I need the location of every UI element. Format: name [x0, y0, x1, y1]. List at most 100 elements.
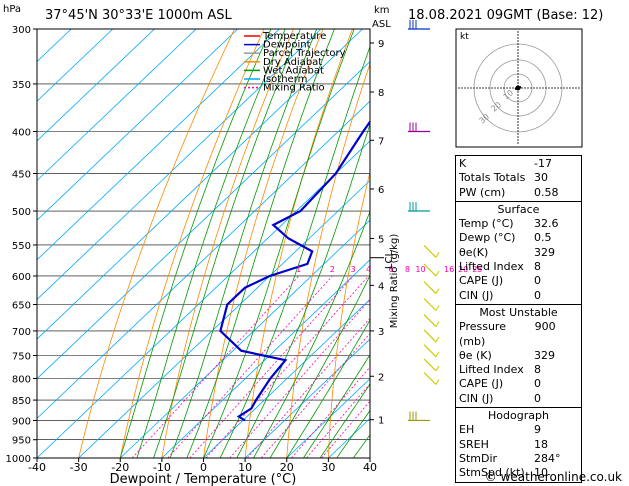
location-label: 37°45'N 30°33'E 1000m ASL [45, 8, 233, 23]
dry-adiabat-line [78, 29, 235, 458]
hodograph-panel: kt 10 20 30 [455, 28, 583, 148]
index-row: StmDir 284° [459, 452, 578, 466]
index-label: SREH [459, 437, 489, 451]
index-value: 329 [534, 245, 555, 259]
index-row: Dewp (°C) 0.5 [459, 231, 578, 245]
index-row: CAPE (J) 0 [459, 274, 578, 288]
wind-barb [408, 202, 430, 212]
km-axis-label: km [374, 5, 390, 16]
km-tick-label: 2 [378, 372, 384, 383]
isotherm-line [37, 29, 197, 182]
hodograph-group: Hodograph EH 9 SREH 18 StmDir 284° StmSpd (… [455, 408, 582, 483]
km-tick-label: 1 [378, 416, 384, 427]
temperature-tick-label: -40 [28, 461, 46, 474]
index-row: θe (K) 329 [459, 349, 578, 363]
wet-adiabat-line [286, 319, 370, 458]
axes: 3003504004505005506006507007508008509009… [6, 25, 385, 474]
index-value: 18 [534, 437, 548, 451]
wet-adiabat-line [269, 274, 370, 458]
index-value: 8 [534, 363, 541, 377]
km-tick-label: 6 [378, 185, 384, 196]
mixing-ratio-line [260, 332, 370, 458]
index-row: CAPE (J) 0 [459, 377, 578, 391]
pressure-tick-label: 800 [12, 374, 31, 385]
hodograph-unit-label: kt [460, 32, 469, 42]
isotherm-line [161, 259, 370, 458]
km-tick-label: 5 [378, 234, 384, 245]
wet-adiabat-line [203, 29, 355, 458]
index-row: θe(K) 329 [459, 246, 578, 260]
wet-adiabat-line [119, 29, 272, 458]
pressure-tick-label: 350 [12, 80, 31, 91]
isotherm-line [37, 29, 280, 261]
pressure-tick-label: 1000 [6, 454, 31, 465]
pressure-tick-label: 450 [12, 169, 31, 180]
legend-entry: Dry Adiabat [263, 57, 322, 68]
surface-title: Surface [497, 202, 540, 216]
pressure-tick-label: 700 [12, 327, 31, 338]
mixing-ratio-label: 4 [366, 265, 371, 274]
wind-barb [408, 20, 430, 30]
index-value: 10 [534, 466, 548, 480]
mixing-ratio-line [291, 366, 370, 458]
index-label: StmSpd (kt) [459, 466, 525, 480]
mixing-ratio-label: 16 [444, 265, 454, 274]
pressure-tick-label: 650 [12, 301, 31, 312]
index-row: CIN (J) 0 [459, 392, 578, 406]
mixing-ratio-label: 20 [458, 265, 468, 274]
legend-entry: Mixing Ratio [263, 83, 325, 94]
most-unstable-title: Most Unstable [479, 305, 558, 319]
legend-entry: Isotherm [263, 74, 307, 85]
km-tick-label: 7 [378, 136, 384, 147]
legend-entry: Wet Adiabat [263, 65, 324, 76]
isotherm-line [37, 29, 238, 221]
index-label: θe (K) [459, 348, 492, 362]
hodograph-center [515, 85, 521, 91]
temperature-tick-label: -20 [111, 461, 129, 474]
wet-adiabat-line [136, 29, 286, 458]
wind-barb [423, 314, 440, 328]
isotherm-line [37, 140, 370, 458]
temperature-tick-label: -30 [70, 461, 88, 474]
index-label: PW (cm) [459, 185, 506, 199]
legend-entry: Temperature [262, 31, 326, 42]
asl-axis-label: ASL [372, 19, 391, 30]
hodograph-title: Hodograph [488, 409, 549, 423]
index-row: SREH 18 [459, 438, 578, 452]
wind-barb [423, 329, 440, 343]
dry-adiabat-line [600, 29, 620, 458]
mixing-ratio-line [229, 298, 370, 458]
index-row: Lifted Index 8 [459, 260, 578, 274]
mixing-ratio-label: 6 [388, 265, 393, 274]
wind-barb [423, 244, 440, 258]
wet-adiabat-line [236, 123, 370, 458]
dry-adiabat-line [119, 29, 265, 458]
mixing-ratio-label: 2 [330, 265, 335, 274]
mixing-ratio-line [306, 383, 370, 458]
mixing-ratio-label: 8 [405, 265, 410, 274]
isotherm-line [244, 338, 370, 458]
wet-adiabat-line [219, 45, 370, 458]
mixing-ratio-labels: 1 2 3 4 6 8 10 16 20 25 [296, 265, 482, 274]
dry-adiabat-line [286, 62, 370, 458]
isotherm-line [203, 298, 370, 458]
wind-barb [408, 122, 430, 133]
index-row: Pressure (mb) 900 [459, 320, 578, 349]
wet-adiabat-line [153, 29, 301, 458]
index-value: 0 [534, 377, 541, 391]
isotherm-line [37, 29, 72, 63]
km-tick-label: 4 [378, 281, 384, 292]
index-label: CIN (J) [459, 288, 494, 302]
credit-label: © weatheronline.co.uk [485, 470, 622, 484]
index-label: θe(K) [459, 245, 489, 259]
temperature-tick-label: 0 [200, 461, 207, 474]
index-label: K [459, 157, 467, 170]
index-label: Dewp (°C) [459, 231, 516, 245]
index-value: 9 [534, 423, 541, 437]
index-value: -17 [534, 157, 552, 170]
indices-group-1: K -17 Totals Totals 30 PW (cm) 0.58 [455, 155, 582, 202]
isotherm-line [37, 61, 370, 380]
datetime-label: 18.08.2021 09GMT (Base: 12) [408, 8, 603, 23]
dewpoint-profile [219, 119, 370, 422]
index-row: K -17 [459, 157, 578, 171]
